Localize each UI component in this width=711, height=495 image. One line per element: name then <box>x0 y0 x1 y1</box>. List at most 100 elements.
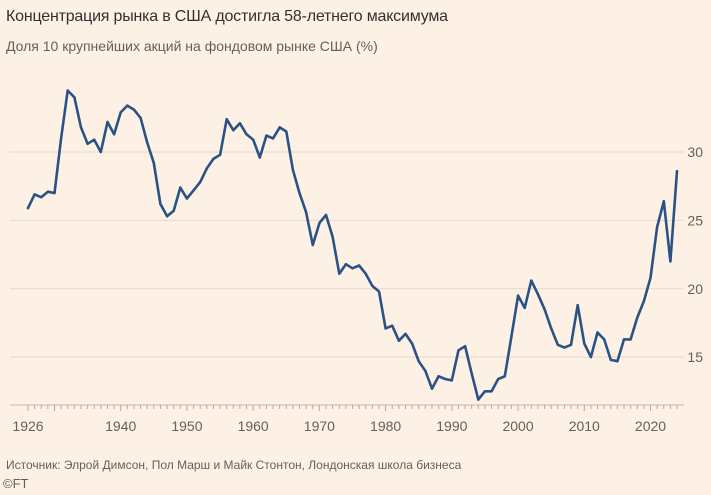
data-point <box>86 142 89 146</box>
data-point <box>530 279 533 282</box>
chart-title: Концентрация рынка в США достигла 58-лет… <box>6 8 448 25</box>
data-point <box>238 122 242 125</box>
data-point <box>59 137 63 140</box>
data-point <box>318 221 321 225</box>
data-point <box>391 324 394 327</box>
data-point <box>444 377 447 381</box>
data-point <box>258 156 261 159</box>
data-point <box>556 343 559 347</box>
data-point <box>139 116 142 120</box>
data-point <box>569 343 573 347</box>
data-point <box>589 355 593 359</box>
data-point <box>304 211 308 214</box>
x-tick-label: 2010 <box>569 418 600 434</box>
data-point <box>437 375 440 378</box>
series-layer <box>26 89 679 401</box>
data-point <box>40 195 43 199</box>
data-point <box>503 375 507 378</box>
data-point <box>397 339 401 342</box>
data-point <box>245 133 248 136</box>
data-point <box>26 206 30 210</box>
data-point <box>543 308 546 311</box>
x-tick-label: 1940 <box>105 418 136 434</box>
x-tick-label: 1980 <box>370 418 401 434</box>
data-point <box>609 358 612 362</box>
source-note: Источник: Элрой Димсон, Пол Марш и Майк … <box>6 458 462 472</box>
data-point <box>66 89 69 92</box>
data-point <box>424 369 427 373</box>
data-point <box>636 316 639 319</box>
data-point <box>324 213 328 217</box>
data-point <box>185 197 189 200</box>
data-point <box>371 284 374 288</box>
ft-logo: ©FT <box>3 476 29 491</box>
data-point <box>510 335 513 338</box>
data-point <box>179 186 182 189</box>
data-point <box>642 299 646 303</box>
data-point <box>338 272 341 275</box>
data-point <box>602 338 606 341</box>
data-point <box>278 126 281 129</box>
data-point <box>159 202 162 206</box>
data-point <box>53 191 56 195</box>
data-point <box>516 294 520 297</box>
data-point <box>457 349 460 352</box>
data-point <box>344 262 348 266</box>
data-point <box>364 272 367 275</box>
x-tick-label: 2020 <box>635 418 666 434</box>
data-point <box>477 398 480 401</box>
data-point <box>549 327 553 330</box>
data-point <box>33 193 36 196</box>
data-point <box>430 387 434 390</box>
data-point <box>132 108 136 111</box>
data-point <box>622 338 626 341</box>
data-point <box>649 276 652 280</box>
data-point <box>285 130 288 133</box>
y-tick-label: 25 <box>687 212 703 228</box>
data-point <box>225 118 228 121</box>
x-tick-label: 1970 <box>304 418 335 434</box>
x-tick-label: 1950 <box>171 418 202 434</box>
data-point <box>146 141 149 144</box>
data-point <box>404 332 407 336</box>
data-point <box>463 345 467 348</box>
data-point <box>46 190 50 193</box>
data-point <box>232 128 235 132</box>
data-point <box>331 235 334 239</box>
data-point <box>298 191 301 195</box>
data-point <box>165 215 169 218</box>
y-tick-label: 30 <box>687 144 703 160</box>
data-point <box>251 138 255 141</box>
y-axis: 15 20 25 30 <box>687 144 703 365</box>
data-point <box>212 157 215 161</box>
data-point <box>629 338 632 341</box>
data-point <box>99 150 103 154</box>
data-point <box>291 168 295 172</box>
data-point <box>490 390 493 393</box>
series-line-0 <box>26 89 679 401</box>
y-tick-label: 20 <box>687 281 703 297</box>
data-point <box>496 377 500 381</box>
data-point <box>596 331 599 334</box>
data-point <box>563 346 566 349</box>
x-tick-label: 2000 <box>502 418 533 434</box>
y-tick-label: 15 <box>687 349 703 365</box>
data-point <box>536 293 540 296</box>
data-point <box>483 390 487 393</box>
data-point <box>669 260 672 263</box>
data-point <box>410 342 414 345</box>
data-point <box>523 306 526 310</box>
data-point <box>450 379 454 382</box>
data-point <box>655 226 659 229</box>
x-tick-label: 1960 <box>238 418 269 434</box>
data-point <box>73 96 76 99</box>
data-point <box>351 267 354 270</box>
data-point <box>106 120 109 124</box>
data-point <box>112 133 116 136</box>
data-point <box>205 167 209 170</box>
x-axis: 1926 1940 1950 1960 1970 1980 1990 2000 2010 2020 <box>10 404 684 434</box>
data-point <box>218 153 222 156</box>
data-point <box>384 327 387 330</box>
data-point <box>93 138 96 141</box>
